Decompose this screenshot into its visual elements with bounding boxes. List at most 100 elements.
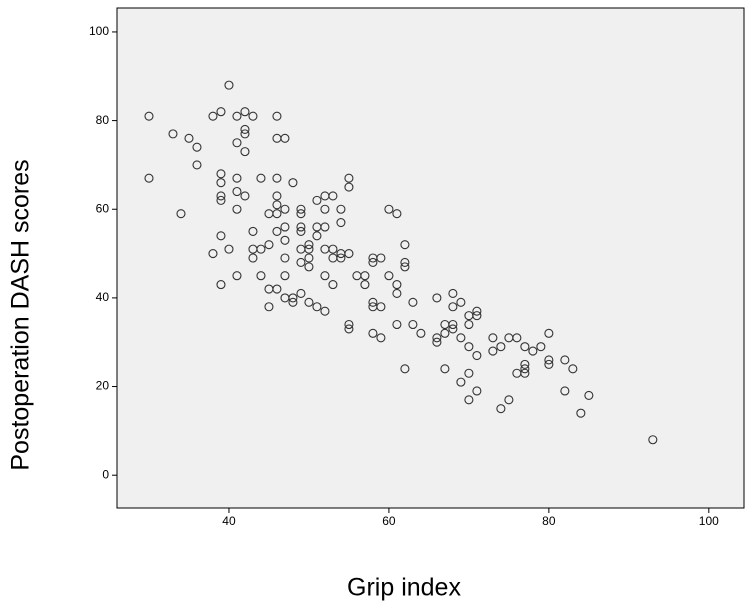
- point: [304, 262, 314, 272]
- y-tick-label: 20: [96, 379, 110, 393]
- point: [280, 133, 290, 143]
- point: [328, 191, 338, 201]
- point: [568, 364, 578, 374]
- point: [232, 138, 242, 148]
- point: [488, 346, 498, 356]
- point: [408, 297, 418, 307]
- point: [216, 191, 226, 201]
- point: [272, 284, 282, 294]
- point: [456, 333, 466, 343]
- point: [304, 244, 314, 254]
- point: [448, 288, 458, 299]
- point: [344, 324, 354, 334]
- point: [288, 297, 298, 307]
- point: [288, 178, 298, 188]
- point: [296, 209, 306, 219]
- point: [472, 350, 482, 361]
- point: [256, 271, 266, 281]
- point: [392, 319, 402, 330]
- y-tick-label: 80: [96, 113, 110, 127]
- point: [216, 178, 226, 188]
- point: [584, 390, 594, 400]
- y-axis-title: Postoperation DASH scores: [7, 159, 35, 470]
- point: [528, 346, 538, 356]
- point: [216, 107, 226, 117]
- point: [256, 173, 266, 183]
- point: [216, 231, 226, 241]
- point: [296, 222, 306, 232]
- point: [272, 111, 282, 121]
- point: [464, 319, 474, 330]
- point: [392, 288, 402, 299]
- point: [232, 186, 242, 197]
- point: [216, 195, 226, 205]
- point: [344, 249, 354, 259]
- point: [448, 324, 458, 334]
- point: [448, 319, 458, 330]
- point: [360, 271, 370, 281]
- point: [248, 111, 258, 121]
- point: [384, 204, 394, 214]
- point: [464, 342, 474, 352]
- point: [144, 111, 154, 121]
- point: [192, 142, 202, 152]
- point: [416, 328, 426, 338]
- point: [312, 231, 322, 241]
- point: [376, 302, 386, 312]
- point: [304, 297, 314, 307]
- point: [544, 328, 554, 338]
- y-tick-label: 60: [96, 201, 110, 215]
- point: [312, 195, 322, 205]
- point: [496, 404, 506, 414]
- point: [448, 302, 458, 312]
- point: [248, 253, 258, 263]
- point: [464, 395, 474, 405]
- point: [392, 209, 402, 219]
- point: [264, 302, 274, 312]
- point: [544, 359, 554, 369]
- point: [240, 129, 250, 139]
- point: [224, 80, 234, 90]
- point: [440, 328, 450, 338]
- point: [336, 253, 346, 263]
- point: [392, 280, 402, 290]
- point: [488, 333, 498, 343]
- point: [280, 271, 290, 281]
- x-tick-label: 80: [542, 514, 556, 528]
- point: [400, 257, 410, 267]
- point: [272, 191, 282, 201]
- point: [472, 386, 482, 396]
- x-axis-title: Grip index: [347, 574, 461, 602]
- point: [256, 244, 266, 254]
- point: [288, 293, 298, 303]
- point: [344, 173, 354, 183]
- point: [232, 271, 242, 281]
- point: [376, 333, 386, 343]
- point: [432, 293, 442, 303]
- point: [400, 240, 410, 250]
- point: [232, 204, 242, 214]
- point: [456, 377, 466, 387]
- y-tick-label: 100: [89, 24, 109, 38]
- point: [232, 111, 242, 121]
- point: [520, 342, 530, 352]
- point: [648, 435, 658, 445]
- point: [280, 222, 290, 232]
- point: [400, 364, 410, 374]
- point: [320, 306, 330, 316]
- point: [216, 280, 226, 290]
- point: [344, 319, 354, 330]
- point: [232, 173, 242, 183]
- x-tick-label: 100: [699, 514, 719, 528]
- point: [576, 408, 586, 418]
- point: [472, 306, 482, 316]
- point: [216, 169, 226, 179]
- point: [328, 280, 338, 290]
- point: [168, 129, 178, 139]
- point: [272, 173, 282, 183]
- point: [272, 209, 282, 219]
- point: [296, 204, 306, 214]
- point: [432, 337, 442, 347]
- point: [560, 355, 570, 365]
